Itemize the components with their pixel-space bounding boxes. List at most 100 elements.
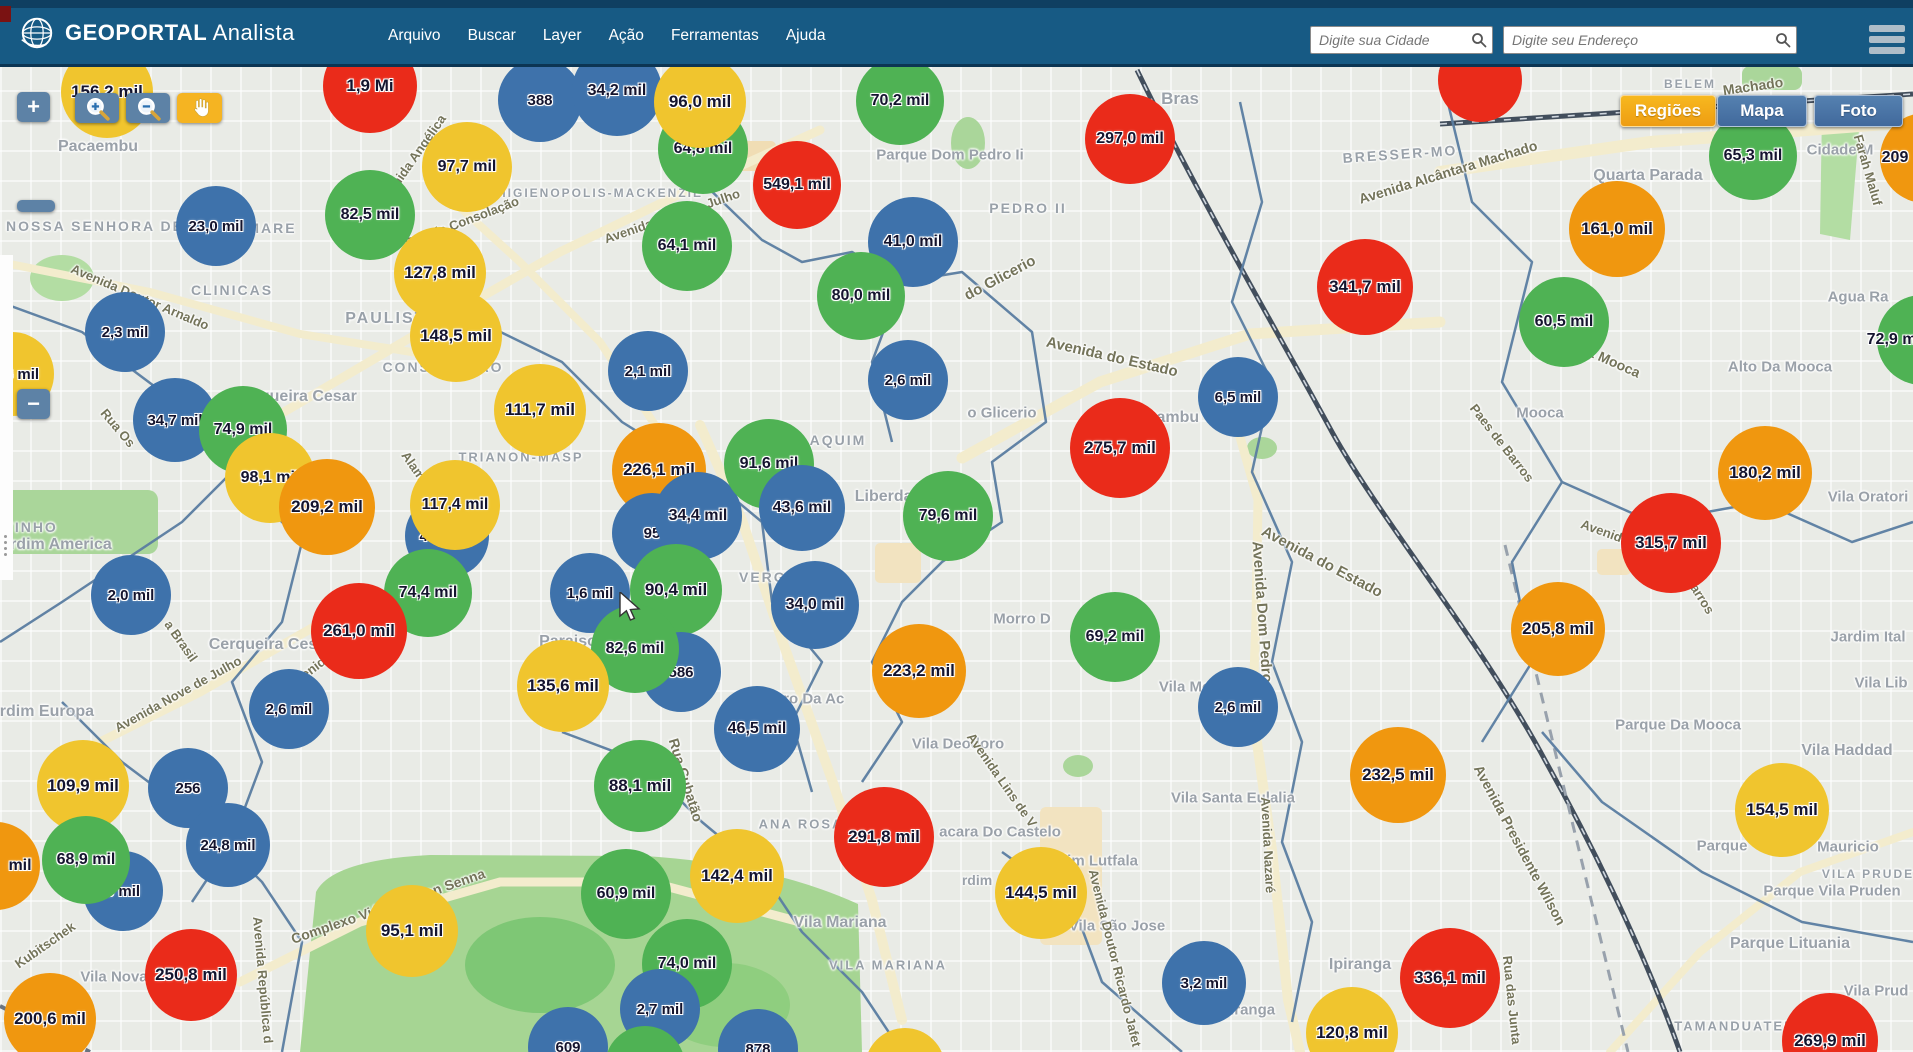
address-search-input[interactable] xyxy=(1503,26,1797,54)
map-marker[interactable]: 34,0 mil xyxy=(771,561,859,649)
menu-item-ajuda[interactable]: Ajuda xyxy=(786,27,826,45)
zoom-slider-handle[interactable] xyxy=(17,200,55,212)
map-marker[interactable]: 2,6 mil xyxy=(868,340,948,420)
map-marker[interactable]: 68,9 mil xyxy=(42,816,130,904)
marker-value: 291,8 mil xyxy=(848,827,920,847)
map-marker[interactable]: 609 xyxy=(528,1007,608,1052)
map-marker[interactable]: 135,6 mil xyxy=(517,640,609,732)
map-marker[interactable]: 209,2 mil xyxy=(279,459,375,555)
drag-handle-icon[interactable] xyxy=(4,535,8,559)
map-marker[interactable]: 3,2 mil xyxy=(1162,941,1246,1025)
map-marker[interactable]: 46,5 mil xyxy=(714,686,800,772)
map-marker[interactable]: 269,9 mil xyxy=(1782,993,1878,1052)
view-button-foto[interactable]: Foto xyxy=(1814,95,1903,127)
menu-item-ferramentas[interactable]: Ferramentas xyxy=(671,27,759,45)
map-marker[interactable]: 88,1 mil xyxy=(594,740,686,832)
map-marker[interactable]: 79,6 mil xyxy=(903,471,993,561)
marker-value: 209 xyxy=(1882,149,1909,167)
marker-value: 69,2 mil xyxy=(1086,628,1145,646)
marker-value: 232,5 mil xyxy=(1362,765,1434,785)
map-marker[interactable]: 2,0 mil xyxy=(91,555,171,635)
marker-value: 180,2 mil xyxy=(1729,463,1801,483)
map-marker[interactable]: 336,1 mil xyxy=(1400,928,1500,1028)
menu-item-arquivo[interactable]: Arquivo xyxy=(388,27,441,45)
map-marker[interactable]: 60,5 mil xyxy=(1519,277,1609,367)
map-marker[interactable]: mil xyxy=(0,822,40,910)
brand: GEOPORTAL Analista xyxy=(18,14,295,52)
menu-item-layer[interactable]: Layer xyxy=(543,27,582,45)
map-marker[interactable]: 2,6 mil xyxy=(249,669,329,749)
city-search-input[interactable] xyxy=(1310,26,1493,54)
map-marker[interactable]: 80,0 mil xyxy=(817,252,905,340)
map-marker[interactable]: 200,6 mil xyxy=(4,973,96,1052)
left-panel-edge[interactable] xyxy=(0,255,13,580)
map-marker[interactable]: 6,5 mil xyxy=(1198,357,1278,437)
menu-item-buscar[interactable]: Buscar xyxy=(468,27,516,45)
map-marker[interactable]: 232,5 mil xyxy=(1350,727,1446,823)
map-marker[interactable]: 223,2 mil xyxy=(872,624,966,718)
map-marker[interactable]: 144,5 mil xyxy=(995,847,1087,939)
map-marker[interactable]: 261,0 mil xyxy=(311,583,407,679)
marker-value: 68,9 mil xyxy=(57,851,116,869)
map-marker[interactable]: 142,4 mil xyxy=(690,829,784,923)
zoom-out-button[interactable] xyxy=(126,93,170,123)
map-marker[interactable]: 70,2 mil xyxy=(856,57,944,145)
marker-value: 70,2 mil xyxy=(871,92,930,110)
search-icon[interactable] xyxy=(1471,32,1487,48)
marker-value: 878 xyxy=(745,1041,770,1052)
map-marker[interactable]: 69,2 mil xyxy=(1070,592,1160,682)
map-marker[interactable]: 97,7 mil xyxy=(422,122,512,212)
menu-item-acao[interactable]: Ação xyxy=(609,27,644,45)
map-marker[interactable]: 297,0 mil xyxy=(1085,94,1175,184)
minus-icon: − xyxy=(27,393,40,415)
map-marker[interactable]: 24,8 mil xyxy=(186,803,270,887)
map-marker[interactable]: 2,1 mil xyxy=(608,331,688,411)
map-marker[interactable]: 161,0 mil xyxy=(1569,181,1665,277)
map-marker[interactable]: 2,3 mil xyxy=(85,292,165,372)
view-button-regioes[interactable]: Regiões xyxy=(1620,95,1716,127)
map-marker[interactable]: 72,9 mil xyxy=(1877,295,1913,385)
map-marker[interactable]: 878 xyxy=(718,1009,798,1052)
map-marker[interactable] xyxy=(865,1028,945,1052)
marker-value: 24,8 mil xyxy=(200,837,255,854)
hamburger-icon[interactable] xyxy=(1869,25,1905,58)
marker-value: 34,7 mil xyxy=(147,412,202,429)
view-button-mapa[interactable]: Mapa xyxy=(1717,95,1807,127)
marker-value: 82,6 mil xyxy=(606,640,665,658)
marker-value: 609 xyxy=(555,1039,580,1052)
map-marker[interactable]: 117,4 mil xyxy=(410,460,500,550)
map-marker[interactable]: 2,6 mil xyxy=(1198,667,1278,747)
map-marker[interactable]: 250,8 mil xyxy=(145,929,237,1021)
map-marker[interactable]: 388 xyxy=(498,58,582,142)
map-marker[interactable]: 43,6 mil xyxy=(759,465,845,551)
map-marker[interactable]: 120,8 mil xyxy=(1306,987,1398,1052)
map-marker[interactable]: 23,0 mil xyxy=(176,186,256,266)
map-marker[interactable]: 205,8 mil xyxy=(1511,582,1605,676)
marker-value: 65,3 mil xyxy=(1724,147,1783,165)
marker-value: 2,3 mil xyxy=(102,324,149,341)
hand-icon xyxy=(188,96,212,120)
map-marker[interactable]: 64,1 mil xyxy=(642,201,732,291)
map-marker[interactable]: 111,7 mil xyxy=(494,364,586,456)
map-marker[interactable]: 549,1 mil xyxy=(753,141,841,229)
header-top-strip xyxy=(0,0,1913,8)
marker-value: 1,6 mil xyxy=(567,585,614,602)
plus-button[interactable]: + xyxy=(17,92,50,122)
search-icon[interactable] xyxy=(1775,32,1791,48)
map-marker[interactable]: 315,7 mil xyxy=(1621,493,1721,593)
pan-hand-button[interactable] xyxy=(177,93,222,123)
map-marker[interactable]: 148,5 mil xyxy=(410,290,502,382)
map-marker[interactable]: 291,8 mil xyxy=(834,787,934,887)
map-marker[interactable]: 275,7 mil xyxy=(1070,398,1170,498)
menu: Arquivo Buscar Layer Ação Ferramentas Ajuda xyxy=(388,8,825,64)
zoom-in-button[interactable] xyxy=(75,93,119,123)
map-marker[interactable]: 60,9 mil xyxy=(581,849,671,939)
marker-value: 261,0 mil xyxy=(323,621,395,641)
marker-value: 96,0 mil xyxy=(669,92,731,112)
map-marker[interactable]: 180,2 mil xyxy=(1718,426,1812,520)
minus-button[interactable]: − xyxy=(17,389,50,419)
map-marker[interactable]: 341,7 mil xyxy=(1317,239,1413,335)
map-marker[interactable]: 95,1 mil xyxy=(366,885,458,977)
map-marker[interactable]: 96,0 mil xyxy=(654,56,746,148)
map-marker[interactable]: 154,5 mil xyxy=(1735,763,1829,857)
